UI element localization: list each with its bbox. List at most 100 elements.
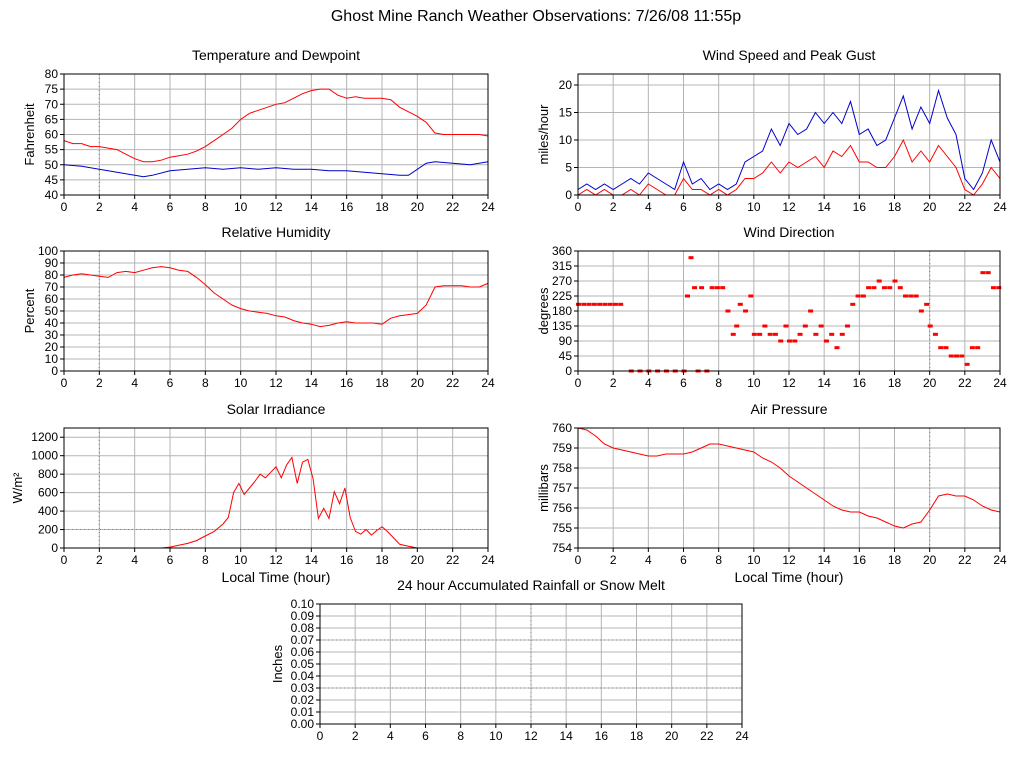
x-tick-label: 16 xyxy=(595,729,609,743)
x-tick-label: 4 xyxy=(131,553,138,567)
wdir-y-axis-label: degrees xyxy=(536,287,551,334)
y-tick-label: 40 xyxy=(45,316,59,330)
wdir-point xyxy=(767,332,773,336)
solar-title: Solar Irradiance xyxy=(227,401,326,417)
y-tick-label: 0 xyxy=(565,188,572,202)
y-tick-label: 45 xyxy=(45,173,59,187)
y-tick-label: 30 xyxy=(45,328,59,342)
wdir-point xyxy=(975,346,981,350)
x-tick-label: 24 xyxy=(481,376,495,390)
x-tick-label: 12 xyxy=(524,729,538,743)
wdir-point xyxy=(876,279,882,283)
wdir-point xyxy=(709,286,715,290)
x-tick-label: 2 xyxy=(610,200,617,214)
y-tick-label: 0.04 xyxy=(291,669,315,683)
x-tick-label: 20 xyxy=(923,200,937,214)
wdir-point xyxy=(871,286,877,290)
y-tick-label: 270 xyxy=(552,274,572,288)
y-tick-label: 0 xyxy=(51,364,58,378)
x-tick-label: 2 xyxy=(352,729,359,743)
solar-y-axis-label: W/m² xyxy=(10,472,25,504)
y-tick-label: 50 xyxy=(45,304,59,318)
wdir-point xyxy=(964,362,970,366)
x-tick-label: 10 xyxy=(234,376,248,390)
x-tick-label: 4 xyxy=(131,376,138,390)
wdir-point xyxy=(860,294,866,298)
rh-series-line xyxy=(63,266,489,328)
wdir-point xyxy=(688,256,694,260)
y-tick-label: 0.07 xyxy=(291,633,315,647)
wind-series-line xyxy=(577,88,1001,191)
pressure-x-axis-label: Local Time (hour) xyxy=(735,569,844,585)
x-tick-label: 0 xyxy=(61,376,68,390)
x-tick-label: 24 xyxy=(993,376,1007,390)
solar-series-line xyxy=(64,456,488,549)
y-tick-label: 754 xyxy=(552,541,572,555)
x-tick-label: 2 xyxy=(96,376,103,390)
wdir-point xyxy=(897,286,903,290)
x-tick-label: 24 xyxy=(481,553,495,567)
wdir-point xyxy=(829,332,835,336)
y-tick-label: 0 xyxy=(51,541,58,555)
y-tick-label: 80 xyxy=(45,67,59,81)
x-tick-label: 12 xyxy=(269,376,283,390)
wdir-point xyxy=(908,294,914,298)
x-tick-label: 24 xyxy=(735,729,749,743)
y-tick-label: 90 xyxy=(45,256,59,270)
wdir-point xyxy=(792,339,798,343)
x-tick-label: 0 xyxy=(575,553,582,567)
y-tick-label: 0.05 xyxy=(291,657,315,671)
x-tick-label: 2 xyxy=(610,553,617,567)
y-tick-label: 0.02 xyxy=(291,693,315,707)
rain-title: 24 hour Accumulated Rainfall or Snow Mel… xyxy=(397,577,665,593)
y-tick-label: 600 xyxy=(38,486,58,500)
y-tick-label: 0.08 xyxy=(291,621,315,635)
solar-x-axis-label: Local Time (hour) xyxy=(222,569,331,585)
y-tick-label: 50 xyxy=(45,158,59,172)
x-tick-label: 12 xyxy=(782,553,796,567)
pressure-title: Air Pressure xyxy=(750,401,827,417)
wdir-point xyxy=(969,346,975,350)
x-tick-label: 24 xyxy=(481,200,495,214)
wdir-point xyxy=(948,354,954,358)
wind-y-axis-label: miles/hour xyxy=(536,104,551,165)
y-tick-label: 60 xyxy=(45,128,59,142)
wdir-point xyxy=(787,339,792,343)
x-tick-label: 14 xyxy=(817,376,831,390)
x-tick-label: 16 xyxy=(853,200,867,214)
y-tick-label: 5 xyxy=(565,161,572,175)
wdir-point xyxy=(808,309,814,313)
rh-y-axis-label: Percent xyxy=(22,288,37,333)
wdir-point xyxy=(985,271,991,275)
x-tick-label: 18 xyxy=(888,200,902,214)
y-tick-label: 360 xyxy=(552,244,572,258)
y-tick-label: 10 xyxy=(559,133,573,147)
y-tick-label: 0.03 xyxy=(291,681,315,695)
y-tick-label: 0.01 xyxy=(291,705,315,719)
y-tick-label: 90 xyxy=(559,334,573,348)
x-tick-label: 8 xyxy=(202,553,209,567)
y-tick-label: 0.09 xyxy=(291,609,315,623)
y-tick-label: 225 xyxy=(552,289,572,303)
y-tick-label: 1200 xyxy=(31,430,58,444)
wdir-point xyxy=(581,302,587,306)
x-tick-label: 14 xyxy=(305,200,319,214)
x-tick-label: 24 xyxy=(993,553,1007,567)
y-tick-label: 60 xyxy=(45,292,59,306)
x-tick-label: 10 xyxy=(747,553,761,567)
rain-y-axis-label: Inches xyxy=(270,644,285,683)
wdir-point xyxy=(602,302,608,306)
wind-series-line xyxy=(577,138,1001,196)
x-tick-label: 8 xyxy=(715,376,722,390)
wdir-point xyxy=(714,286,720,290)
x-tick-label: 2 xyxy=(610,376,617,390)
x-tick-label: 22 xyxy=(958,376,972,390)
x-tick-label: 12 xyxy=(782,200,796,214)
x-tick-label: 18 xyxy=(630,729,644,743)
wdir-point xyxy=(762,324,768,328)
x-tick-label: 20 xyxy=(411,200,425,214)
